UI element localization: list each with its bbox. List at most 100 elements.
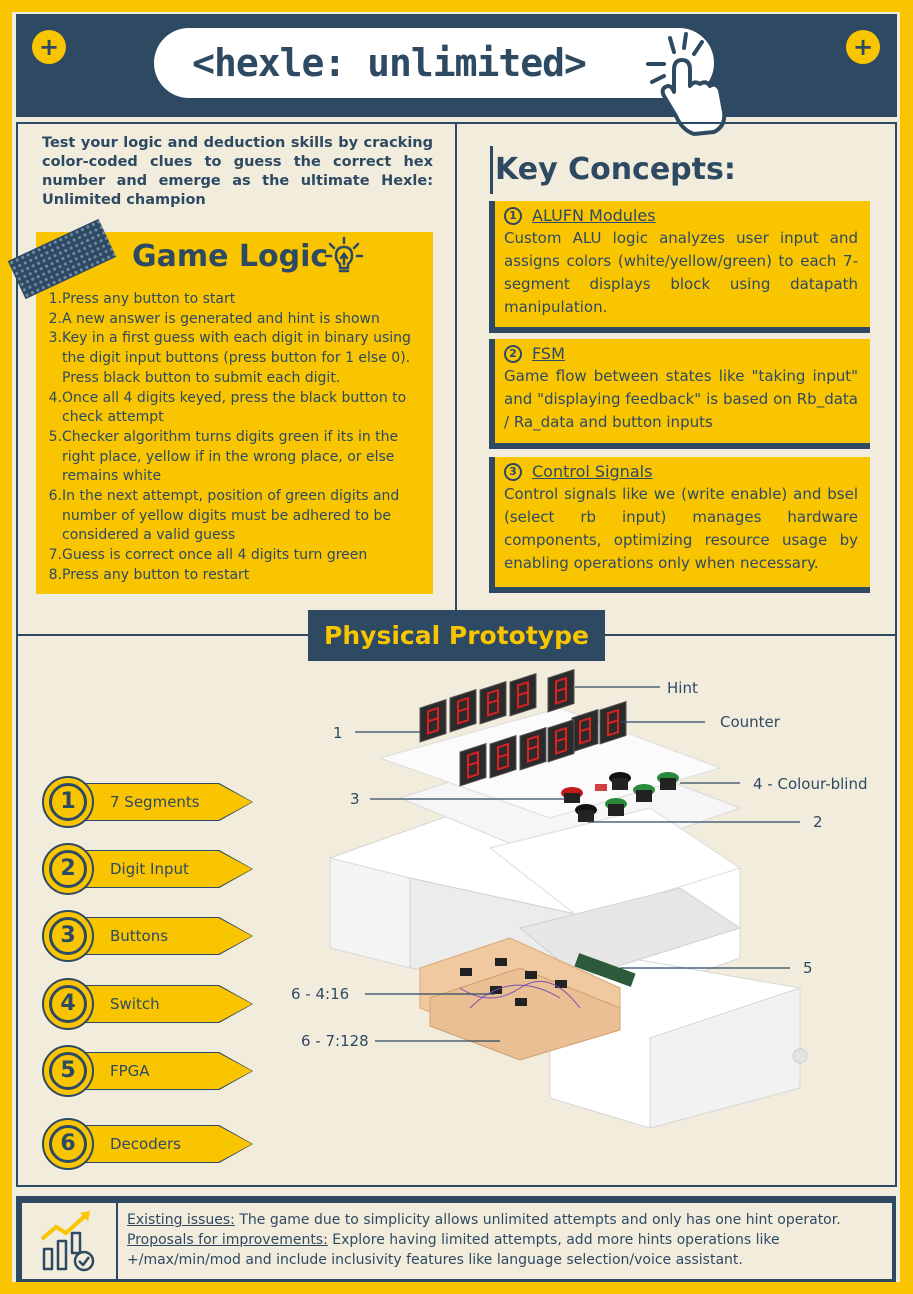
seven-segment-display xyxy=(599,700,627,745)
intro-text: Test your logic and deduction skills by … xyxy=(42,135,433,208)
game-logic-step: 1. Press any button to start xyxy=(46,290,426,310)
concept-label: ALUFN Modules xyxy=(532,206,656,225)
game-logic-steps: 1. Press any button to start 2. A new answe… xyxy=(46,290,426,586)
concept-card-control-signals: 3 Control Signals Control signals like we… xyxy=(489,457,870,593)
step-number: 8. xyxy=(48,566,62,583)
issues-label: Existing issues: xyxy=(127,1212,235,1228)
concept-label: Control Signals xyxy=(532,462,653,481)
footer-text: Existing issues: The game due to simplic… xyxy=(127,1210,857,1270)
concept-label: FSM xyxy=(532,344,565,363)
legend-item: 1 7 Segments xyxy=(42,776,253,828)
step-number: 2. xyxy=(48,310,62,327)
concept-body: Game flow between states like "taking in… xyxy=(504,367,858,431)
callout-4: 4 - Colour-blind xyxy=(753,775,868,793)
seven-segment-display xyxy=(419,698,447,743)
legend-number: 6 xyxy=(49,1125,87,1163)
step-text: Press any button to start xyxy=(62,291,236,307)
step-text: A new answer is generated and hint is sh… xyxy=(62,310,380,327)
seven-segment-display xyxy=(479,680,507,725)
game-logic-step: 8. Press any button to restart xyxy=(46,566,426,586)
seven-segment-display xyxy=(547,668,575,713)
legend-number: 2 xyxy=(49,850,87,888)
seven-segment-display xyxy=(547,718,575,763)
game-logic-step: 4. Once all 4 digits keyed, press the bla… xyxy=(46,389,426,428)
callout-6a: 6 - 4:16 xyxy=(291,985,350,1003)
proposals-text: Explore having limited attempts, add mor… xyxy=(127,1232,780,1268)
footer-panel xyxy=(22,1203,892,1279)
legend-number: 3 xyxy=(49,917,87,955)
divider xyxy=(895,122,897,1187)
divider xyxy=(16,1185,897,1187)
seven-segment-display xyxy=(519,726,547,771)
callout-2: 2 xyxy=(813,813,823,831)
legend-number: 5 xyxy=(49,1052,87,1090)
callout-1: 1 xyxy=(333,724,343,742)
legend-arrow xyxy=(66,986,252,1022)
plus-icon-left: + xyxy=(32,30,66,64)
callout-counter: Counter xyxy=(720,713,780,731)
legend-number-circle: 1 xyxy=(42,776,94,828)
legend-item: 4 Switch xyxy=(42,978,253,1030)
step-text: Guess is correct once all 4 digits turn … xyxy=(62,547,368,564)
legend-label: Switch xyxy=(110,995,160,1013)
proposals-label: Proposals for improvements: xyxy=(127,1232,328,1248)
growth-chart-icon xyxy=(40,1211,95,1272)
step-number: 7. xyxy=(48,547,62,564)
concept-body: Custom ALU logic analyzes user input and… xyxy=(504,229,858,316)
legend-label: Buttons xyxy=(110,927,169,945)
divider xyxy=(16,634,308,636)
concept-card-fsm: 2 FSM Game flow between states like "taki… xyxy=(489,339,870,449)
step-number: 5. xyxy=(48,428,62,445)
prototype-title: Physical Prototype xyxy=(308,610,605,661)
key-concepts-title: Key Concepts: xyxy=(490,146,736,194)
step-text: Once all 4 digits keyed, press the black… xyxy=(62,389,407,426)
step-text: In the next attempt, position of green d… xyxy=(62,488,400,544)
legend-number: 1 xyxy=(49,783,87,821)
game-logic-step: 5. Checker algorithm turns digits green i… xyxy=(46,428,426,487)
divider xyxy=(605,634,897,636)
seven-segment-display xyxy=(489,734,517,779)
legend-number-circle: 5 xyxy=(42,1045,94,1097)
divider xyxy=(455,122,457,636)
seven-segment-display xyxy=(509,672,537,717)
step-text: Checker algorithm turns digits green if … xyxy=(62,428,399,485)
step-number: 6. xyxy=(48,488,62,505)
game-logic-step: 3. Key in a first guess with each digit i… xyxy=(46,329,426,388)
step-text: Press any button to restart xyxy=(62,566,250,583)
page-title: <hexle: unlimited> xyxy=(192,41,587,85)
legend-number-circle: 2 xyxy=(42,843,94,895)
concept-card-alufn: 1 ALUFN Modules Custom ALU logic analyzes… xyxy=(489,201,870,333)
legend-item: 5 FPGA xyxy=(42,1045,253,1097)
game-logic-step: 2. A new answer is generated and hint is … xyxy=(46,310,426,330)
game-logic-step: 6. In the next attempt, position of green… xyxy=(46,487,426,546)
lightbulb-icon xyxy=(324,236,364,273)
plus-icon-right: + xyxy=(846,30,880,64)
seven-segment-display xyxy=(459,742,487,787)
callout-6b: 6 - 7:128 xyxy=(301,1032,369,1050)
legend-arrow xyxy=(66,918,252,954)
legend-arrow xyxy=(66,784,252,820)
legend-arrow xyxy=(66,1053,252,1089)
callout-3: 3 xyxy=(350,790,360,808)
legend-number-circle: 4 xyxy=(42,978,94,1030)
legend-label: Decoders xyxy=(110,1135,181,1153)
legend-number-circle: 3 xyxy=(42,910,94,962)
footer-icon-box xyxy=(22,1203,118,1279)
legend-label: Digit Input xyxy=(110,860,189,878)
divider xyxy=(16,122,18,1187)
legend-label: 7 Segments xyxy=(110,793,200,811)
step-number: 1. xyxy=(48,291,62,307)
number-badge: 1 xyxy=(504,207,522,225)
legend-number-circle: 6 xyxy=(42,1118,94,1170)
title-pill: <hexle: unlimited> xyxy=(154,28,714,98)
legend-item: 6 Decoders xyxy=(42,1118,253,1170)
concept-body: Control signals like we (write enable) a… xyxy=(504,485,858,572)
game-logic-title: Game Logic xyxy=(132,239,329,274)
legend-arrow xyxy=(66,851,252,887)
pointer-hand-icon xyxy=(646,32,727,136)
prototype-illustration xyxy=(329,668,808,1128)
seven-segment-display xyxy=(449,688,477,733)
issues-text: The game due to simplicity allows unlimi… xyxy=(234,1212,841,1228)
step-number: 4. xyxy=(48,389,62,406)
legend-arrow xyxy=(66,1126,252,1162)
